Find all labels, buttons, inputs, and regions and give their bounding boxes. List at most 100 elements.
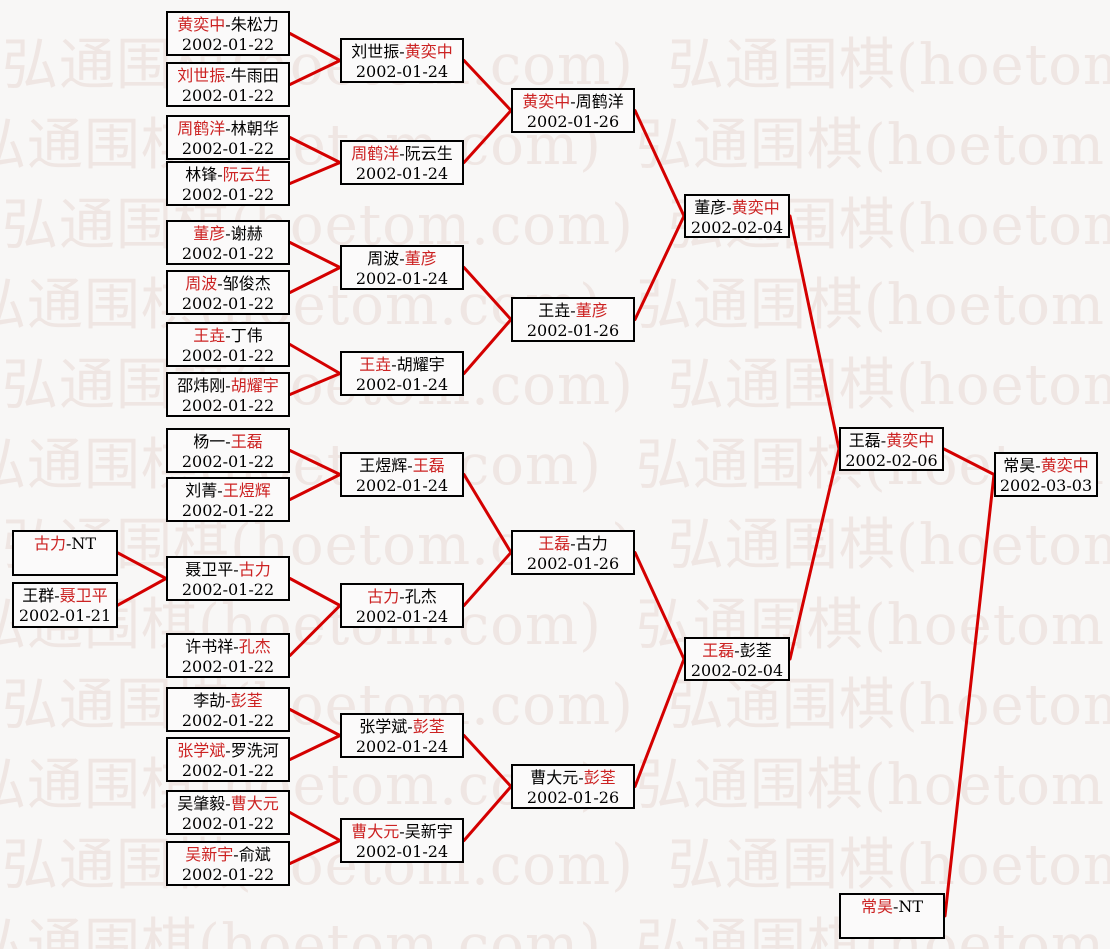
match-players: 林锋-阮云生 [168, 165, 288, 185]
player-name: 周鹤洋 [575, 92, 624, 111]
player-name: 黄奕中 [177, 15, 226, 34]
player-separator: - [726, 198, 732, 217]
match-date: 2002-01-24 [355, 476, 449, 495]
match-node-r1-3[interactable]: 周鹤洋-林朝华 2002-01-22 [166, 115, 290, 160]
player-separator: - [570, 92, 576, 111]
match-node-r5-1[interactable]: 王磊-黄奕中 2002-02-06 [839, 427, 944, 471]
match-node-r1-10[interactable]: 刘菁-王煜辉 2002-01-22 [166, 477, 290, 522]
player-name: 孔杰 [404, 587, 437, 606]
match-node-r2-1[interactable]: 刘世振-黄奕中 2002-01-24 [340, 38, 464, 83]
match-players: 张学斌-罗洗河 [168, 741, 288, 761]
player-name: 朱松力 [230, 15, 279, 34]
player-name: 吴新宇 [404, 822, 453, 841]
player-name: 彭荃 [583, 768, 616, 787]
connector-line [633, 214, 686, 321]
player-name: 黄奕中 [886, 431, 935, 450]
player-name: 古力 [33, 534, 66, 553]
match-players: 王磊-彭荃 [686, 641, 788, 661]
match-node-r1-14[interactable]: 张学斌-罗洗河 2002-01-22 [166, 737, 290, 782]
player-name: 王煜辉 [222, 481, 271, 500]
connector-line [288, 372, 342, 396]
match-node-r1-2[interactable]: 刘世振-牛雨田 2002-01-22 [166, 62, 290, 107]
player-separator: - [578, 768, 584, 787]
match-node-r4-2[interactable]: 王磊-彭荃 2002-02-04 [684, 637, 790, 681]
player-separator: - [225, 66, 231, 85]
match-node-r2-3[interactable]: 周波-董彦 2002-01-24 [340, 245, 464, 290]
player-separator: - [399, 587, 405, 606]
match-node-r1-13[interactable]: 李劼-彭荃 2002-01-22 [166, 687, 290, 732]
player-name: 丁伟 [230, 326, 263, 345]
match-node-r1-6[interactable]: 周波-邹俊杰 2002-01-22 [166, 270, 290, 315]
match-node-r1-16[interactable]: 吴新宇-俞斌 2002-01-22 [166, 841, 290, 886]
player-separator: - [233, 845, 239, 864]
match-players: 黄奕中-朱松力 [168, 15, 288, 35]
player-name: 董彦 [694, 198, 727, 217]
player-name: 彭荃 [230, 691, 263, 710]
match-players: 曹大元-吴新宇 [342, 822, 462, 842]
match-node-r3-3[interactable]: 王磊-古力 2002-01-26 [511, 530, 635, 575]
player-name: 王煜辉 [359, 456, 408, 475]
match-node-r1-11[interactable]: 聂卫平-古力 2002-01-22 [166, 556, 290, 601]
match-node-r2-8[interactable]: 曹大元-吴新宇 2002-01-24 [340, 818, 464, 863]
match-node-r1-4[interactable]: 林锋-阮云生 2002-01-22 [166, 161, 290, 206]
connector-line [288, 577, 342, 607]
player-separator: - [54, 586, 60, 605]
match-node-r2-5[interactable]: 王煜辉-王磊 2002-01-24 [340, 452, 464, 497]
match-node-r3-4[interactable]: 曹大元-彭荃 2002-01-26 [511, 764, 635, 809]
match-players: 许书祥-孔杰 [168, 637, 288, 657]
player-name: 王垚 [193, 326, 226, 345]
player-name: 邹俊杰 [222, 274, 271, 293]
match-node-pre-wangqun[interactable]: 王群-聂卫平 2002-01-21 [12, 582, 118, 628]
match-date: 2002-01-22 [181, 761, 275, 780]
player-name: 聂卫平 [185, 560, 234, 579]
match-node-r2-4[interactable]: 王垚-胡耀宇 2002-01-24 [340, 351, 464, 396]
match-node-final[interactable]: 常昊-黄奕中 2002-03-03 [994, 452, 1098, 497]
connector-line [116, 577, 168, 607]
match-node-r1-7[interactable]: 王垚-丁伟 2002-01-22 [166, 322, 290, 367]
match-node-seed-guli[interactable]: 古力-NT [12, 530, 118, 576]
match-node-r1-9[interactable]: 杨一-王磊 2002-01-22 [166, 428, 290, 473]
player-separator: - [880, 431, 887, 450]
match-date: 2002-01-21 [18, 606, 112, 625]
match-node-r2-2[interactable]: 周鹤洋-阮云生 2002-01-24 [340, 140, 464, 185]
player-name: 王磊 [538, 534, 571, 553]
match-node-r1-8[interactable]: 邵炜刚-胡耀宇 2002-01-22 [166, 372, 290, 417]
match-date: 2002-01-22 [181, 396, 275, 415]
match-players: 黄奕中-周鹤洋 [513, 92, 633, 112]
connector-line [462, 785, 513, 842]
match-node-r2-6[interactable]: 古力-孔杰 2002-01-24 [340, 583, 464, 628]
connector-line [288, 604, 342, 657]
match-node-r2-7[interactable]: 张学斌-彭荃 2002-01-24 [340, 713, 464, 758]
match-node-r3-2[interactable]: 王垚-董彦 2002-01-26 [511, 297, 635, 342]
match-node-r1-12[interactable]: 许书祥-孔杰 2002-01-22 [166, 633, 290, 678]
match-node-r4-1[interactable]: 董彦-黄奕中 2002-02-04 [684, 194, 790, 238]
match-date: 2002-01-26 [526, 321, 620, 340]
connector-line [462, 266, 513, 321]
player-separator: - [217, 481, 223, 500]
match-date: 2002-01-22 [181, 501, 275, 520]
match-node-r1-15[interactable]: 吴肇毅-曹大元 2002-01-22 [166, 790, 290, 835]
match-date: 2002-02-06 [845, 451, 938, 470]
player-separator: - [225, 794, 231, 813]
match-players: 李劼-彭荃 [168, 691, 288, 711]
match-node-r1-1[interactable]: 黄奕中-朱松力 2002-01-22 [166, 11, 290, 56]
connector-line [942, 447, 996, 476]
player-name: 吴肇毅 [177, 794, 226, 813]
match-players: 刘世振-牛雨田 [168, 66, 288, 86]
match-node-seed-changhao[interactable]: 常昊-NT [839, 893, 945, 939]
player-separator: - [399, 144, 405, 163]
player-separator: - [225, 691, 231, 710]
connector-line [288, 241, 342, 269]
player-name: 胡耀宇 [396, 355, 445, 374]
player-name: 王磊 [230, 432, 263, 451]
match-node-r3-1[interactable]: 黄奕中-周鹤洋 2002-01-26 [511, 88, 635, 133]
match-players: 周鹤洋-林朝华 [168, 119, 288, 139]
match-node-r1-5[interactable]: 董彦-谢赫 2002-01-22 [166, 220, 290, 265]
player-name: 牛雨田 [230, 66, 279, 85]
player-separator: - [407, 456, 413, 475]
connector-line [633, 109, 686, 218]
player-name: 王磊 [702, 641, 735, 660]
connector-line [288, 343, 342, 375]
player-name: 黄奕中 [1040, 456, 1089, 475]
